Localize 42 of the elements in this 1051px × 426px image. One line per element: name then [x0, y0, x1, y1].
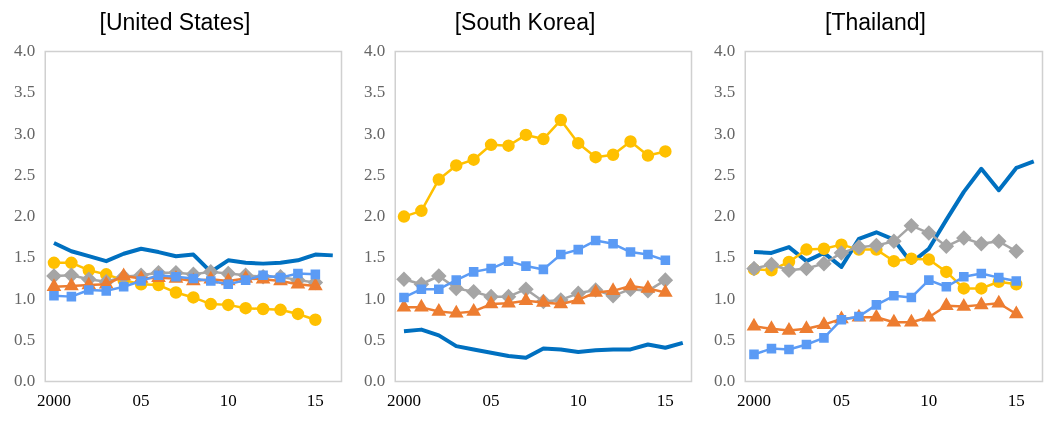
- y-tick-label: 1.5: [714, 247, 736, 267]
- y-tick-label: 4.0: [714, 41, 736, 61]
- y-tick-label: 2.0: [14, 206, 36, 226]
- x-tick-label: 10: [569, 391, 587, 411]
- x-tick-label: 15: [306, 391, 324, 411]
- y-tick-label: 2.0: [714, 206, 736, 226]
- x-tick-label: 05: [832, 391, 850, 411]
- y-tick-label: 1.0: [364, 288, 386, 308]
- y-tick-label: 4.0: [364, 41, 386, 61]
- chart-title: [United States]: [99, 9, 251, 36]
- x-tick-label: 2000: [36, 391, 71, 411]
- y-tick-label: 0.0: [714, 371, 736, 391]
- y-tick-label: 0.0: [14, 371, 36, 391]
- y-tick-label: 2.5: [364, 164, 386, 184]
- y-tick-label: 0.5: [14, 329, 36, 349]
- x-tick-label: 15: [1007, 391, 1025, 411]
- x-tick-label: 05: [132, 391, 150, 411]
- y-tick-label: 1.5: [364, 247, 386, 267]
- y-tick-label: 0.5: [714, 329, 736, 349]
- y-tick-label: 3.5: [14, 82, 36, 102]
- chart-title: [South Korea]: [454, 9, 596, 36]
- y-tick-label: 1.0: [14, 288, 36, 308]
- y-tick-label: 0.5: [364, 329, 386, 349]
- y-tick-label: 1.0: [714, 288, 736, 308]
- y-tick-label: 1.5: [14, 247, 36, 267]
- y-tick-label: 3.5: [364, 82, 386, 102]
- x-tick-label: 10: [920, 391, 938, 411]
- y-tick-label: 3.0: [364, 123, 386, 143]
- y-tick-label: 3.0: [14, 123, 36, 143]
- y-tick-label: 4.0: [14, 41, 36, 61]
- y-tick-label: 2.5: [14, 164, 36, 184]
- x-tick-label: 10: [219, 391, 237, 411]
- y-tick-label: 3.5: [714, 82, 736, 102]
- x-tick-label: 2000: [386, 391, 421, 411]
- y-tick-label: 2.5: [714, 164, 736, 184]
- x-tick-label: 05: [482, 391, 500, 411]
- y-tick-label: 0.0: [364, 371, 386, 391]
- y-tick-label: 2.0: [364, 206, 386, 226]
- x-tick-label: 2000: [736, 391, 771, 411]
- x-tick-label: 15: [656, 391, 674, 411]
- y-tick-label: 3.0: [714, 123, 736, 143]
- chart-title: [Thailand]: [824, 9, 927, 36]
